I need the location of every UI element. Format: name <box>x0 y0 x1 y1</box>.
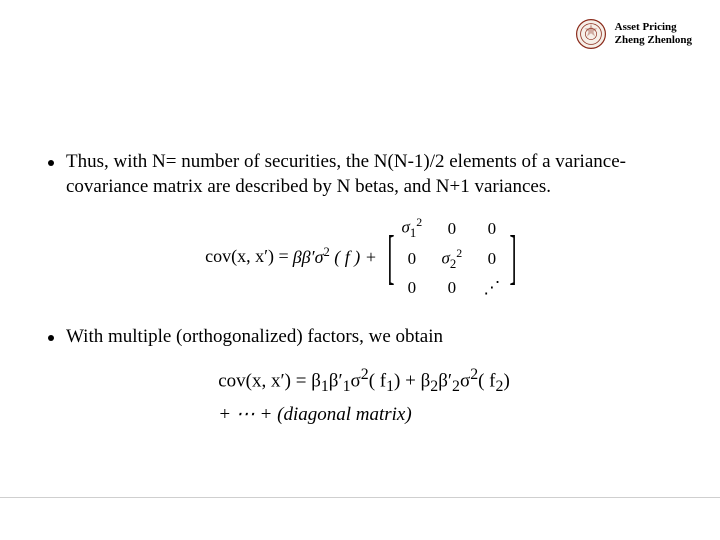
eq1-term: ββ′σ2 ( f ) + <box>293 244 377 269</box>
right-bracket-icon: ] <box>509 230 516 284</box>
bullet-item: With multiple (orthogonalized) factors, … <box>48 325 680 350</box>
m-1-3: 0 <box>481 218 503 240</box>
bullet-text: Thus, with N= number of securities, the … <box>66 150 680 199</box>
university-seal-icon <box>575 18 607 50</box>
header-author: Zheng Zhenlong <box>615 34 692 47</box>
left-bracket-icon: [ <box>387 230 394 284</box>
footer-divider <box>0 497 720 498</box>
slide-header: Asset Pricing Zheng Zhenlong <box>575 18 692 50</box>
header-text: Asset Pricing Zheng Zhenlong <box>615 21 692 47</box>
m-1-1: σ12 <box>401 215 423 242</box>
equation-1: cov(x, x′) = ββ′σ2 ( f ) + [ σ12 0 0 0 σ… <box>48 215 680 298</box>
m-2-3: 0 <box>481 248 503 270</box>
eq1-lhs: cov(x, x′) = <box>205 245 289 268</box>
eq2-line1: cov(x, x′) = β1β′1σ2( f1) + β2β′2σ2( f2) <box>218 363 510 400</box>
m-3-2: 0 <box>441 277 463 299</box>
eq1-matrix: [ σ12 0 0 0 σ22 0 0 0 ⋰ ] <box>381 215 523 298</box>
bullet-dot-icon <box>48 160 54 166</box>
m-2-1: 0 <box>401 248 423 270</box>
bullet-dot-icon <box>48 335 54 341</box>
m-1-2: 0 <box>441 218 463 240</box>
m-3-1: 0 <box>401 277 423 299</box>
header-title: Asset Pricing <box>615 21 692 34</box>
m-3-3: ⋰ <box>481 277 503 299</box>
bullet-text: With multiple (orthogonalized) factors, … <box>66 325 680 350</box>
m-2-2: σ22 <box>441 246 463 273</box>
equation-2: cov(x, x′) = β1β′1σ2( f1) + β2β′2σ2( f2)… <box>48 363 680 429</box>
slide-content: Thus, with N= number of securities, the … <box>48 150 680 429</box>
eq2-line2: + ⋯ + (diagonal matrix) <box>218 400 510 429</box>
bullet-item: Thus, with N= number of securities, the … <box>48 150 680 199</box>
